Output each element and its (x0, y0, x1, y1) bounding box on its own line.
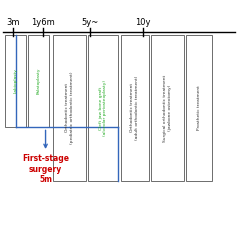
Text: Palatoplasty: Palatoplasty (37, 68, 41, 94)
Text: Surgical orthodontic treatment
(jawbone osteotomy): Surgical orthodontic treatment (jawbone … (163, 74, 172, 142)
Text: 5y~: 5y~ (81, 18, 98, 27)
Bar (28, 34, 49, 128)
Bar (53, 34, 86, 181)
Text: 10y: 10y (136, 18, 151, 27)
Text: Labioplasty: Labioplasty (14, 68, 18, 94)
Text: Prosthetic treatment: Prosthetic treatment (197, 86, 201, 130)
Text: Orthodontic treatment
(pediatric orthodontic treatment): Orthodontic treatment (pediatric orthodo… (65, 72, 74, 144)
Text: Cleft jaw bone graft
(alveolar periosteoplasty): Cleft jaw bone graft (alveolar periosteo… (99, 80, 108, 136)
Bar (5, 34, 26, 128)
Text: First-stage
surgery
5m: First-stage surgery 5m (22, 154, 69, 184)
Bar (186, 34, 212, 181)
Text: 1y6m: 1y6m (31, 18, 55, 27)
Bar (151, 34, 184, 181)
Text: 3m: 3m (6, 18, 19, 27)
Bar (120, 34, 149, 181)
Bar (88, 34, 118, 181)
Text: Orthodontic treatment
(adult orthodontic treatment): Orthodontic treatment (adult orthodontic… (130, 76, 139, 140)
